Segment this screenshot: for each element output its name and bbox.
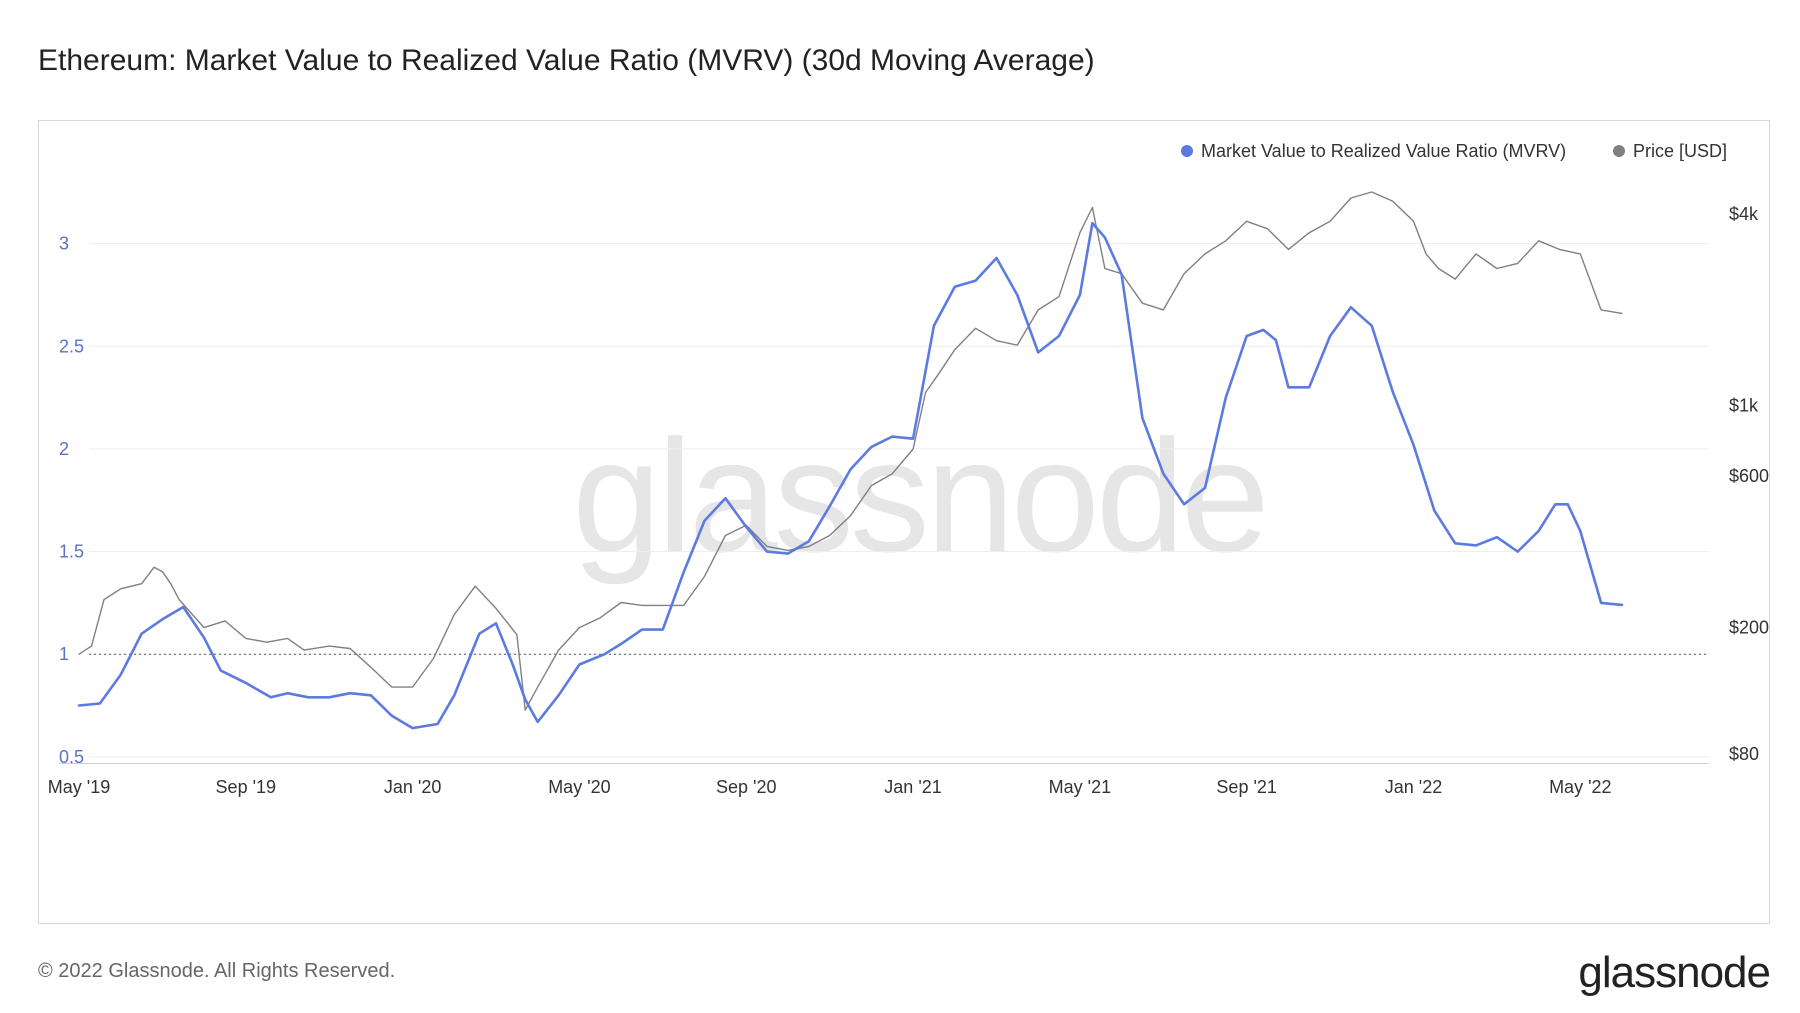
footer-copyright: © 2022 Glassnode. All Rights Reserved. (38, 960, 396, 982)
y-right-tick-label: $600 (1729, 466, 1769, 486)
watermark-text: glassnode (572, 406, 1265, 585)
x-tick-label: Sep '21 (1216, 777, 1277, 797)
chart: glassnode 0.5 1 1.5 2 2.5 3 $80 $200 $600 $1k $4k M… (48, 141, 1769, 797)
x-tick-label: Sep '19 (216, 777, 277, 797)
x-tick-label: Sep '20 (716, 777, 777, 797)
y-right-tick-label: $80 (1729, 744, 1759, 764)
y-right-tick-label: $200 (1729, 618, 1769, 638)
price-series-line (78, 191, 1623, 711)
x-tick-label: May '21 (1049, 777, 1111, 797)
footer-logo: glassnode (1578, 948, 1771, 997)
legend-label-price: Price [USD] (1633, 141, 1727, 161)
y-left-tick-label: 1 (59, 644, 69, 664)
chart-title: Ethereum: Market Value to Realized Value… (38, 44, 1095, 77)
chart-panel: glassnode 0.5 1 1.5 2 2.5 3 $80 $200 $600 $1k $4k M… (38, 120, 1770, 924)
mvrv-series-line (77, 221, 1624, 730)
x-tick-label: Jan '21 (884, 777, 941, 797)
y-right-tick-label: $4k (1729, 204, 1759, 224)
x-tick-label: May '20 (548, 777, 610, 797)
x-tick-label: May '22 (1549, 777, 1611, 797)
legend-marker-mvrv (1181, 145, 1193, 157)
y-left-tick-label: 0.5 (59, 747, 84, 767)
x-tick-label: Jan '22 (1385, 777, 1442, 797)
y-left-tick-label: 1.5 (59, 542, 84, 562)
legend-marker-price (1613, 145, 1625, 157)
y-left-tick-label: 2.5 (59, 336, 84, 356)
x-tick-label: May '19 (48, 777, 110, 797)
y-left-tick-label: 3 (59, 234, 69, 254)
x-tick-label: Jan '20 (384, 777, 441, 797)
y-left-tick-label: 2 (59, 439, 69, 459)
y-right-tick-label: $1k (1729, 396, 1759, 416)
legend-label-mvrv: Market Value to Realized Value Ratio (MV… (1201, 141, 1566, 161)
